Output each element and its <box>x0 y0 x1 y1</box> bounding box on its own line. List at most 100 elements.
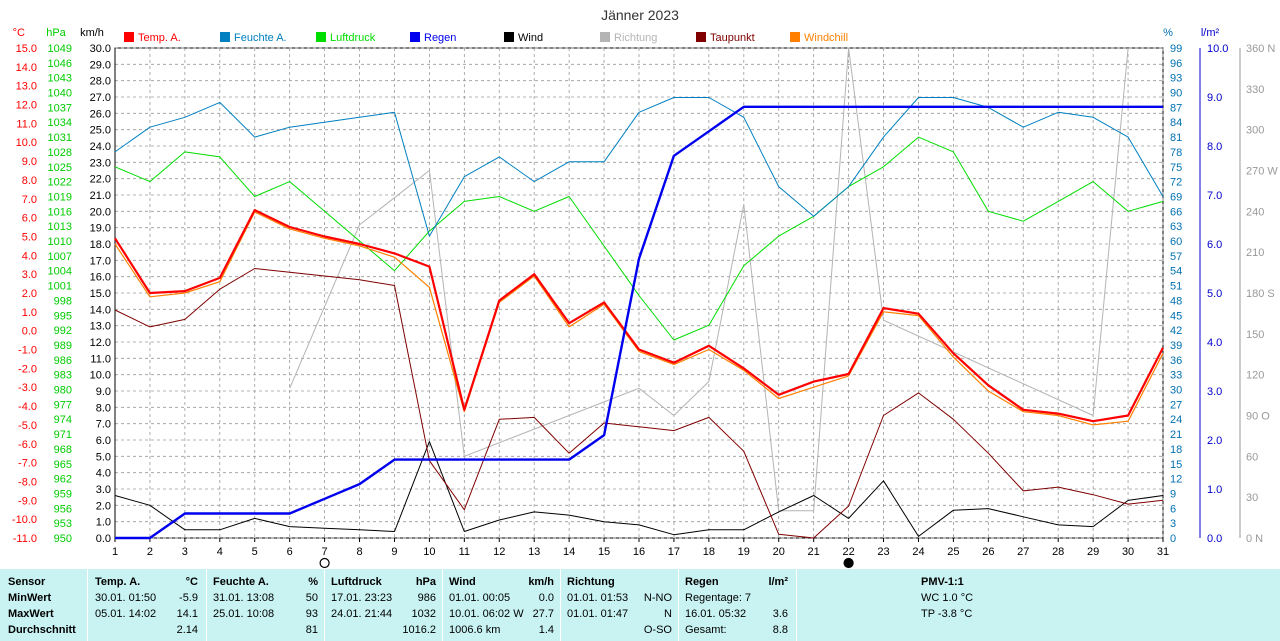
pressure-axis-label: 1037 <box>48 102 72 114</box>
rain-max-time: 16.01. 05:32 <box>685 608 747 620</box>
direction-min-value: N-NO <box>643 592 672 604</box>
pmv-windchill: WC 1.0 °C <box>921 592 974 604</box>
humidity-axis-label: 42 <box>1170 325 1182 337</box>
legend-swatch <box>696 32 706 42</box>
temp-title: Temp. A. <box>95 576 141 588</box>
series-line-temp-a- <box>114 209 1164 423</box>
humidity-axis-label: 33 <box>1170 370 1182 382</box>
temp-axis-label: 12.0 <box>16 100 37 112</box>
rain-total-value: 8.8 <box>772 624 788 636</box>
direction-axis-label: 330 <box>1246 84 1264 96</box>
humidity-axis-label: 78 <box>1170 147 1182 159</box>
pressure-axis-label: 992 <box>54 325 72 337</box>
weather-chart: Jänner 2023 1 2 3 4 5 6 7 8 9 10 11 12 13 14 15 16 17 18 1… <box>12 7 1278 569</box>
pressure-min-time: 17.01. 23:23 <box>331 592 393 604</box>
humidity-axis-label: 3 <box>1170 518 1176 530</box>
x-tick-label: 23 <box>877 546 889 558</box>
x-tick-label: 13 <box>528 546 540 558</box>
direction-title: Richtung <box>567 576 615 588</box>
direction-axis-label: 150 <box>1246 329 1264 341</box>
wind-axis-label: 10.0 <box>90 370 111 382</box>
pressure-axis-label: 995 <box>54 310 72 322</box>
legend-swatch <box>410 32 420 42</box>
series-line-taupunkt <box>114 268 1164 539</box>
x-tick-label: 6 <box>287 546 293 558</box>
humidity-min-value: 50 <box>305 592 318 604</box>
sensor-section: Sensor MinWert MaxWert Durchschnitt <box>0 569 86 641</box>
x-tick-label: 9 <box>391 546 397 558</box>
temp-axis-label: -9.0 <box>18 495 37 507</box>
temp-axis-label: -11.0 <box>13 533 37 545</box>
row-label-max: MaxWert <box>8 608 54 620</box>
humidity-axis-label: 99 <box>1170 43 1182 55</box>
rain-axis-label: 1.0 <box>1207 484 1222 496</box>
humidity-axis-label: 69 <box>1170 191 1182 203</box>
temp-axis-label: 4.0 <box>22 250 37 262</box>
direction-axis-label: 60 <box>1246 451 1258 463</box>
pressure-axis-label: 971 <box>54 429 72 441</box>
lm2-unit-label: l/m² <box>1201 27 1220 39</box>
pressure-axis-label: 998 <box>54 295 72 307</box>
kmh-unit-label: km/h <box>80 27 104 39</box>
wind-axis-label: 8.0 <box>96 402 111 414</box>
humidity-axis-label: 36 <box>1170 355 1182 367</box>
wind-avg-value: 1.4 <box>538 624 554 636</box>
pressure-axis-label: 962 <box>54 474 72 486</box>
hpa-unit-label: hPa <box>46 27 66 39</box>
temp-axis-label: -5.0 <box>18 420 37 432</box>
temp-axis-label: 1.0 <box>22 307 37 319</box>
pressure-axis-label: 1022 <box>48 177 72 189</box>
wind-distance: 1006.6 km <box>449 624 501 636</box>
axes: 1 2 3 4 5 6 7 8 9 10 11 12 13 14 15 16 17 18 19 20 21 22 23 24 2… <box>12 27 1278 558</box>
legend-swatch <box>504 32 514 42</box>
direction-axis-label: 120 <box>1246 370 1264 382</box>
direction-axis-label: 240 <box>1246 206 1264 218</box>
wind-axis-label: 26.0 <box>90 108 111 120</box>
row-label-avg: Durchschnitt <box>8 624 76 636</box>
wind-axis-label: 24.0 <box>90 141 111 153</box>
humidity-axis-label: 66 <box>1170 206 1182 218</box>
rain-axis-label: 7.0 <box>1207 190 1222 202</box>
legend-label: Feuchte A. <box>234 32 287 44</box>
wind-axis-label: 19.0 <box>90 223 111 235</box>
x-tick-label: 24 <box>912 546 924 558</box>
legend-label: Luftdruck <box>330 32 376 44</box>
pressure-axis-label: 1031 <box>48 132 72 144</box>
direction-axis-label: 300 <box>1246 125 1264 137</box>
humidity-axis-label: 39 <box>1170 340 1182 352</box>
wind-axis-label: 3.0 <box>96 484 111 496</box>
x-tick-label: 1 <box>112 546 118 558</box>
statistics-panel: Sensor MinWert MaxWert Durchschnitt Temp… <box>0 569 1280 641</box>
direction-avg-value: O-SO <box>643 624 672 636</box>
rain-axis-label: 9.0 <box>1207 92 1222 104</box>
wind-axis-label: 4.0 <box>96 468 111 480</box>
pressure-axis-label: 1040 <box>48 88 72 100</box>
temp-axis-label: 13.0 <box>16 81 37 93</box>
legend-swatch <box>316 32 326 42</box>
pressure-axis-label: 974 <box>54 414 72 426</box>
x-tick-label: 27 <box>1017 546 1029 558</box>
x-tick-label: 3 <box>182 546 188 558</box>
moon-markers <box>319 557 854 569</box>
temp-axis-label: 6.0 <box>22 213 37 225</box>
temp-axis-label: 5.0 <box>22 231 37 243</box>
pressure-section: Luftdruck hPa 17.01. 23:23 986 24.01. 21… <box>324 569 442 641</box>
rain-days: Regentage: 7 <box>685 592 752 604</box>
wind-axis-label: 5.0 <box>96 451 111 463</box>
temp-axis-label: -4.0 <box>18 401 37 413</box>
x-tick-label: 19 <box>738 546 750 558</box>
x-tick-label: 8 <box>356 546 362 558</box>
temp-min-value: -5.9 <box>179 592 198 604</box>
humidity-title: Feuchte A. <box>213 576 269 588</box>
humidity-axis-label: 84 <box>1170 117 1182 129</box>
legend-label: Regen <box>424 32 456 44</box>
wind-axis-label: 16.0 <box>90 272 111 284</box>
wind-axis-label: 21.0 <box>90 190 111 202</box>
pressure-axis-label: 950 <box>54 533 72 545</box>
series-line-windchill <box>114 211 1164 426</box>
x-tick-label: 30 <box>1122 546 1134 558</box>
legend-swatch <box>790 32 800 42</box>
direction-max-time: 01.01. 01:47 <box>567 608 629 620</box>
humidity-axis-label: 6 <box>1170 503 1176 515</box>
temp-axis-label: 2.0 <box>22 288 37 300</box>
